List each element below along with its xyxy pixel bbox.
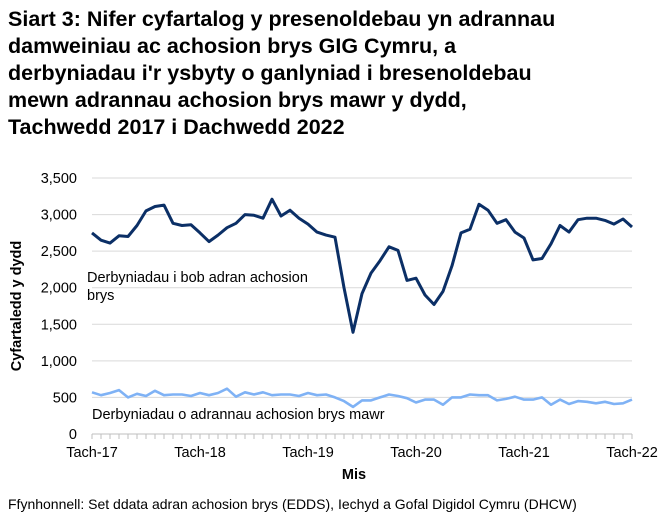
title-line: Siart 3: Nifer cyfartalog y presenoldeba… [8,7,556,31]
x-axis-title: Mis [342,467,366,483]
source-note: Ffynhonnell: Set ddata adran achosion br… [8,496,577,512]
x-tick-label: Tach-21 [498,445,550,461]
y-tick-label: 1,500 [41,317,77,333]
y-tick-label: 0 [69,427,77,443]
x-tick-label: Tach-17 [66,445,118,461]
x-tick-label: Tach-18 [174,445,226,461]
title-line: derbyniadau i'r ysbyty o ganlyniad i bre… [8,61,532,85]
chart-title: Siart 3: Nifer cyfartalog y presenoldeba… [8,6,663,141]
y-tick-label: 3,500 [41,171,77,187]
y-tick-label: 3,000 [41,208,77,224]
y-tick-label: 1,000 [41,354,77,370]
x-tick-label: Tach-22 [606,445,658,461]
series-label: brys [87,288,114,304]
title-line: mewn adrannau achosion brys mawr y dydd, [8,88,467,112]
title-line: Tachwedd 2017 i Dachwedd 2022 [8,115,345,139]
x-tick-label: Tach-20 [390,445,442,461]
y-tick-label: 2,500 [41,244,77,260]
y-tick-label: 500 [53,390,77,406]
x-tick-label: Tach-19 [282,445,334,461]
series-label: Derbyniadau i bob adran achosion [87,270,308,286]
series-label: Derbyniadau o adrannau achosion brys maw… [92,407,385,423]
title-line: damweiniau ac achosion brys GIG Cymru, a [8,34,457,58]
y-tick-label: 2,000 [41,281,77,297]
series-line-1 [91,197,633,334]
y-axis-title: Cyfartaledd y dydd [9,241,25,372]
